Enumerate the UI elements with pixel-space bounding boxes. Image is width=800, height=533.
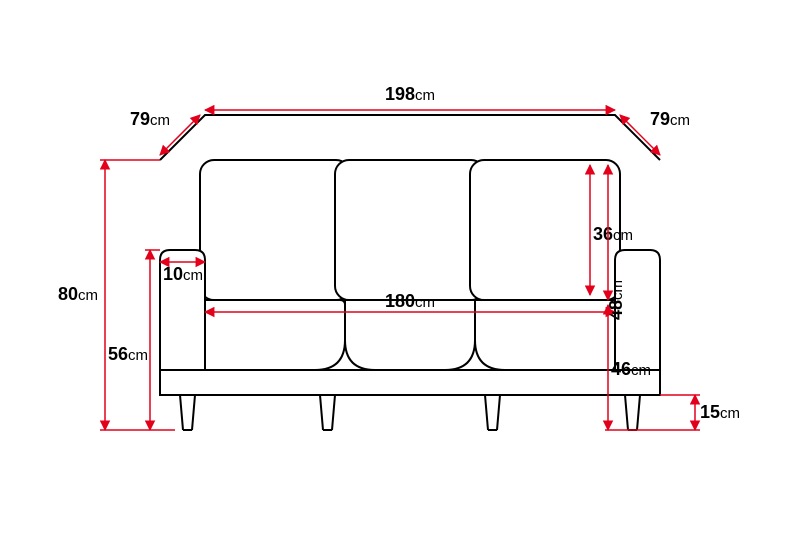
leg-1 (180, 395, 195, 430)
dim-label-seat-cushion-h: 48cm (606, 280, 626, 320)
dim-label-arm-height: 56cm (108, 344, 148, 364)
dim-label-seat-to-floor: 46cm (611, 359, 651, 379)
leg-2 (320, 395, 335, 430)
base-rail (160, 370, 660, 395)
dim-label-depth-right: 79cm (650, 109, 690, 129)
seat-cushion-1 (205, 300, 345, 370)
dim-label-total-width: 198cm (385, 84, 435, 104)
leg-4 (625, 395, 640, 430)
back-cushion-1 (200, 160, 350, 300)
legs (180, 395, 640, 430)
back-cushions (200, 160, 620, 300)
seat-cushion-3 (475, 300, 615, 370)
dim-label-total-height: 80cm (58, 284, 98, 304)
dim-label-seat-width: 180cm (385, 291, 435, 311)
sofa-drawing (160, 115, 660, 430)
dim-label-depth-left: 79cm (130, 109, 170, 129)
back-cushion-2 (335, 160, 485, 300)
sofa-top-back-edge (160, 115, 660, 160)
dim-label-back-cushion-h: 36cm (593, 224, 633, 244)
dim-label-leg-height: 15cm (700, 402, 740, 422)
dim-label-arm-width: 10cm (163, 264, 203, 284)
sofa-dimension-diagram: 198cm 79cm 79cm 80cm 56cm 10cm (0, 0, 800, 533)
leg-3 (485, 395, 500, 430)
